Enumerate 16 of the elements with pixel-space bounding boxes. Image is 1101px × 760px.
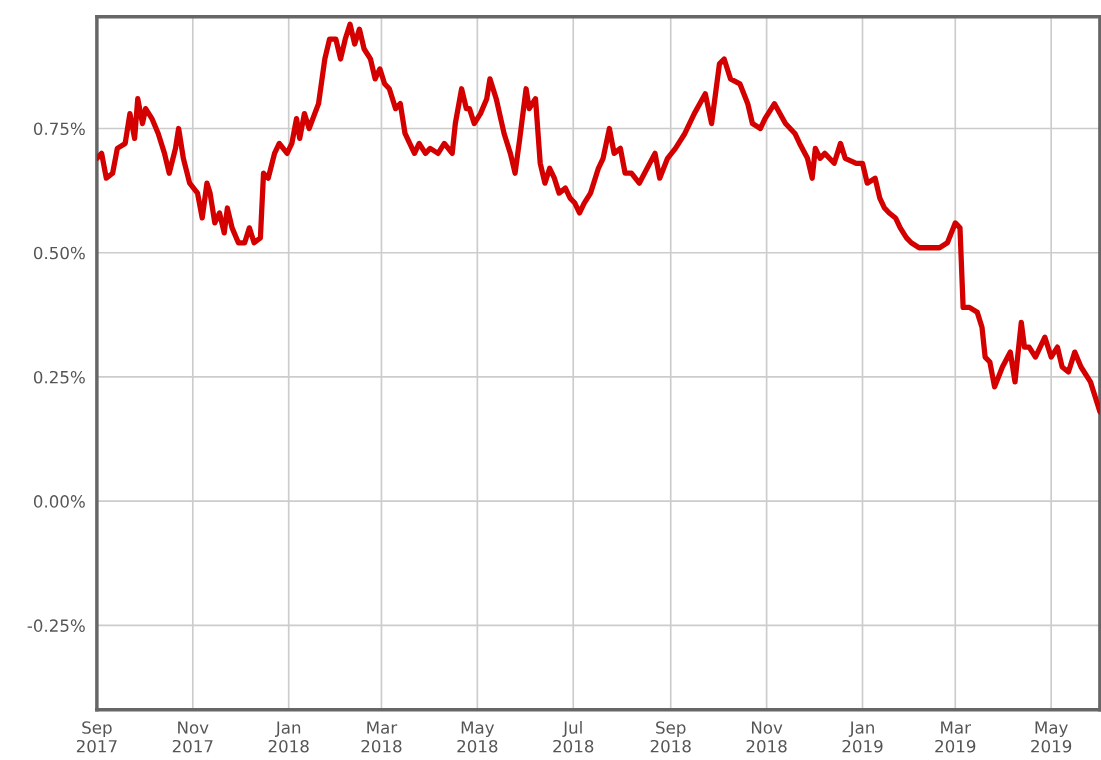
x-tick-label: Sep 2017 [76,721,117,753]
x-tick-label: May 2019 [1031,721,1072,753]
x-tick-label: Nov 2018 [746,721,787,753]
y-tick-label: 0.75% [33,122,85,136]
y-tick-label: -0.25% [27,619,85,632]
x-tick-label: Mar 2019 [935,721,976,753]
y-tick-label: 0.00% [33,495,85,508]
x-tick-label: Jan 2019 [842,721,883,753]
y-tick-label: 0.50% [33,246,85,260]
x-tick-label: Nov 2017 [172,721,213,753]
x-tick-label: Mar 2018 [361,721,402,753]
x-tick-label: May 2018 [457,721,498,753]
x-tick-label: Sep 2018 [650,721,691,753]
x-tick-label: Jan 2018 [268,721,309,753]
y-tick-label: 0.25% [33,370,85,384]
x-tick-label: Jul 2018 [553,720,594,753]
